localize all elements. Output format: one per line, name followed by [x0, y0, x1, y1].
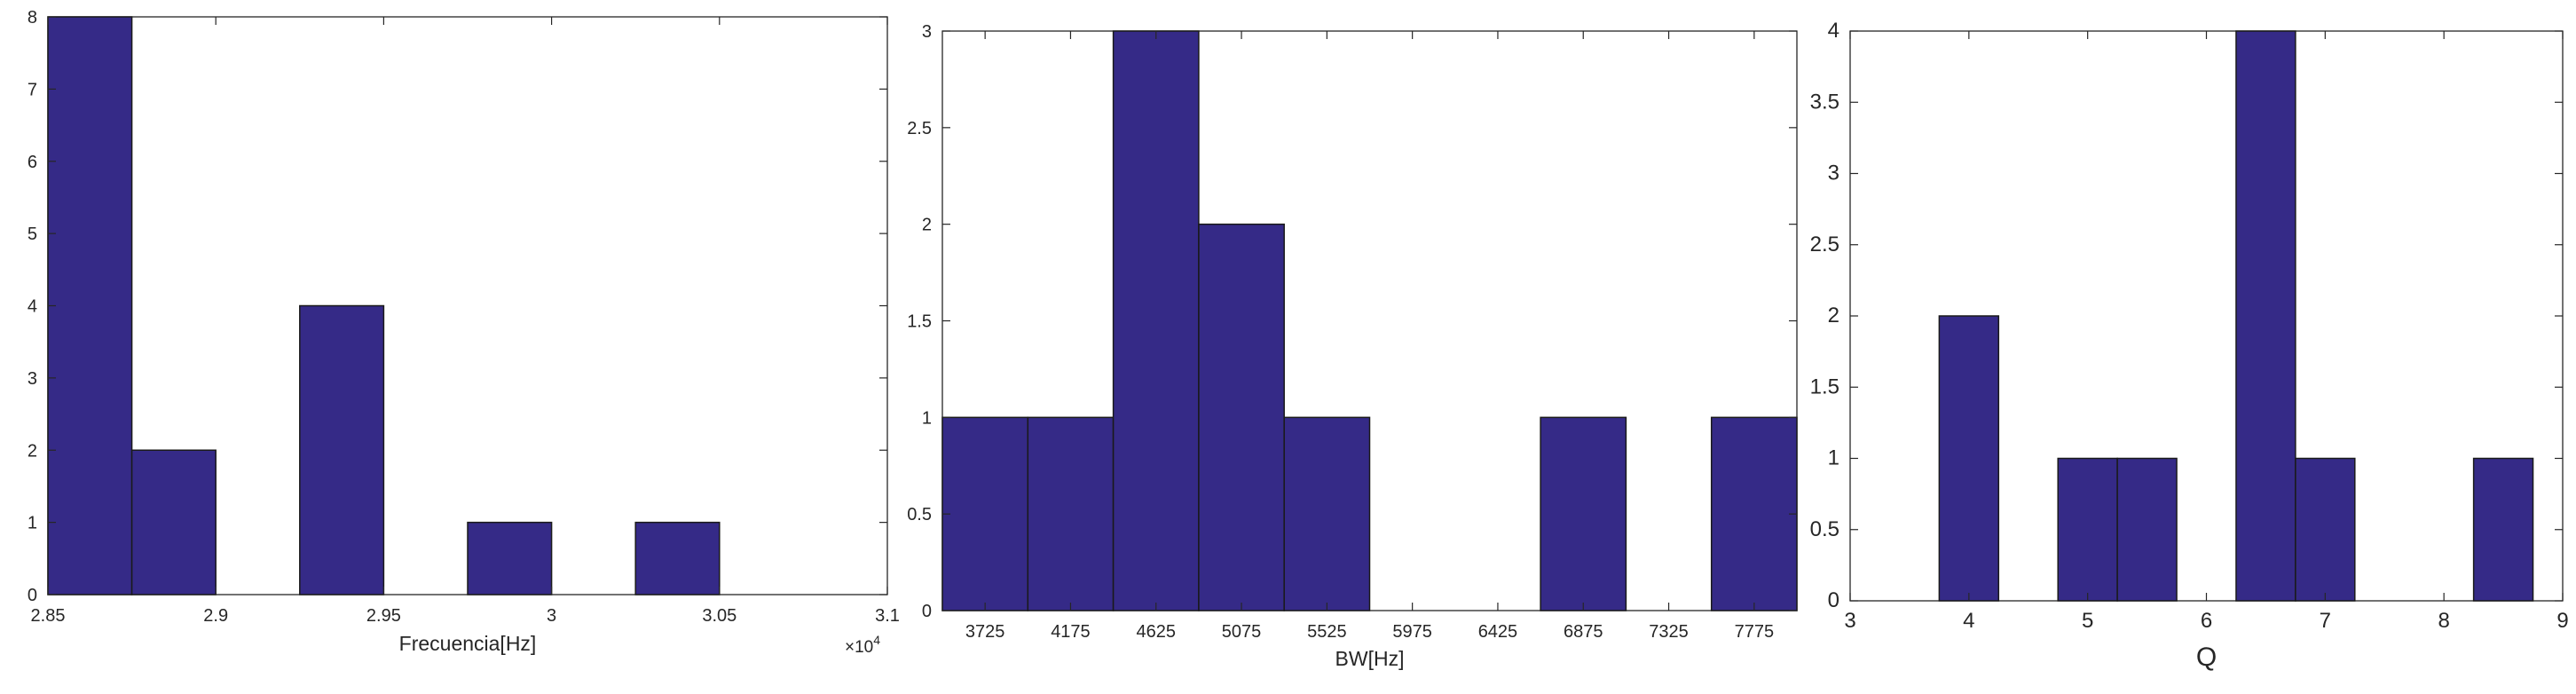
histogram-bar [1112, 30, 1200, 611]
x-tick-label: 5 [2082, 609, 2093, 633]
x-tick-label: 4175 [1051, 622, 1091, 642]
histogram-bar [941, 416, 1029, 611]
y-tick-label: 6 [28, 153, 37, 172]
x-tick-label: 7775 [1735, 622, 1775, 642]
y-tick-label: 1 [922, 408, 932, 428]
y-tick-label: 0 [28, 586, 37, 605]
histogram-bar [2295, 457, 2356, 602]
x-tick-label: 7325 [1649, 622, 1689, 642]
x-tick-label: 4 [1963, 609, 1974, 633]
histogram-bar [1710, 416, 1798, 611]
histogram-bar [130, 449, 217, 595]
x-tick-label: 9 [2556, 609, 2568, 633]
x-axis-label: Frecuencia[Hz] [399, 632, 537, 655]
x-tick-label: 3.1 [875, 606, 900, 626]
histogram-bar [2116, 457, 2178, 602]
histogram-panel-2: 3725 4175 4625 5075 5525 5975 6425 6875 7325 7775… [907, 22, 1798, 670]
y-tick-label: 1 [1828, 446, 1839, 470]
y-tick-label: 1.5 [907, 312, 932, 332]
x-tick-label: 2.85 [31, 606, 66, 626]
y-tick-label: 2 [1828, 304, 1839, 327]
x-tick-label: 2.9 [203, 606, 228, 626]
x-tick-label: 6875 [1564, 622, 1603, 642]
x-axis-exponent-power: 4 [873, 633, 880, 647]
x-tick-label: 5075 [1222, 622, 1262, 642]
histogram-bar [2057, 457, 2118, 602]
histogram-bar [299, 304, 385, 595]
y-tick-label: 1 [28, 514, 37, 533]
y-tick-label: 0.5 [907, 505, 932, 524]
y-tick-label: 0 [922, 602, 932, 621]
x-tick-label: 7 [2320, 609, 2331, 633]
y-tick-label: 3 [922, 22, 932, 42]
y-tick-label: 1.5 [1810, 375, 1839, 398]
histogram-bar [1027, 416, 1115, 611]
x-tick-label: 4625 [1137, 622, 1177, 642]
x-tick-label: 6 [2201, 609, 2212, 633]
x-tick-label: 3 [547, 606, 556, 626]
x-tick-label: 3.05 [702, 606, 737, 626]
histogram-bar [47, 16, 133, 595]
x-tick-label: 2.95 [366, 606, 401, 626]
y-tick-label: 0.5 [1810, 517, 1839, 541]
x-tick-label: 5975 [1392, 622, 1432, 642]
x-tick-label: 5525 [1307, 622, 1347, 642]
y-tick-label: 2 [922, 216, 932, 235]
histogram-bar [1540, 416, 1627, 611]
histogram-panel-3: 3 4 5 6 7 8 9 0 0.5 1 1.5 2 2.5 3 3.5 4 Q [1810, 19, 2569, 672]
histogram-bar [2472, 457, 2534, 602]
y-tick-label: 3 [28, 369, 37, 389]
x-axis-label: Q [2196, 643, 2217, 672]
x-tick-label: 3 [1844, 609, 1855, 633]
x-axis-label: BW[Hz] [1335, 647, 1405, 670]
y-tick-label: 7 [28, 80, 37, 99]
y-tick-label: 4 [28, 297, 37, 317]
histogram-bar [467, 521, 553, 595]
x-tick-label: 6425 [1478, 622, 1518, 642]
x-tick-label: 3725 [965, 622, 1005, 642]
histogram-bar [1198, 223, 1285, 611]
y-tick-label: 5 [28, 225, 37, 244]
histogram-panel-1: 2.85 2.9 2.95 3 3.05 3.1 0 1 2 3 4 5 6 7 8 Frecuencia[H… [28, 8, 900, 657]
histogram-bar [634, 521, 721, 595]
y-tick-label: 8 [28, 8, 37, 28]
x-tick-label: 8 [2438, 609, 2449, 633]
y-tick-label: 3.5 [1810, 90, 1839, 114]
y-tick-label: 4 [1828, 19, 1839, 43]
y-tick-label: 0 [1828, 588, 1839, 612]
y-tick-label: 3 [1828, 162, 1839, 185]
histogram-bar [1283, 416, 1371, 611]
histogram-bar [1938, 315, 2000, 602]
y-tick-label: 2.5 [907, 119, 932, 138]
histogram-bar [2235, 30, 2296, 602]
y-tick-label: 2.5 [1810, 233, 1839, 256]
y-tick-label: 2 [28, 441, 37, 461]
